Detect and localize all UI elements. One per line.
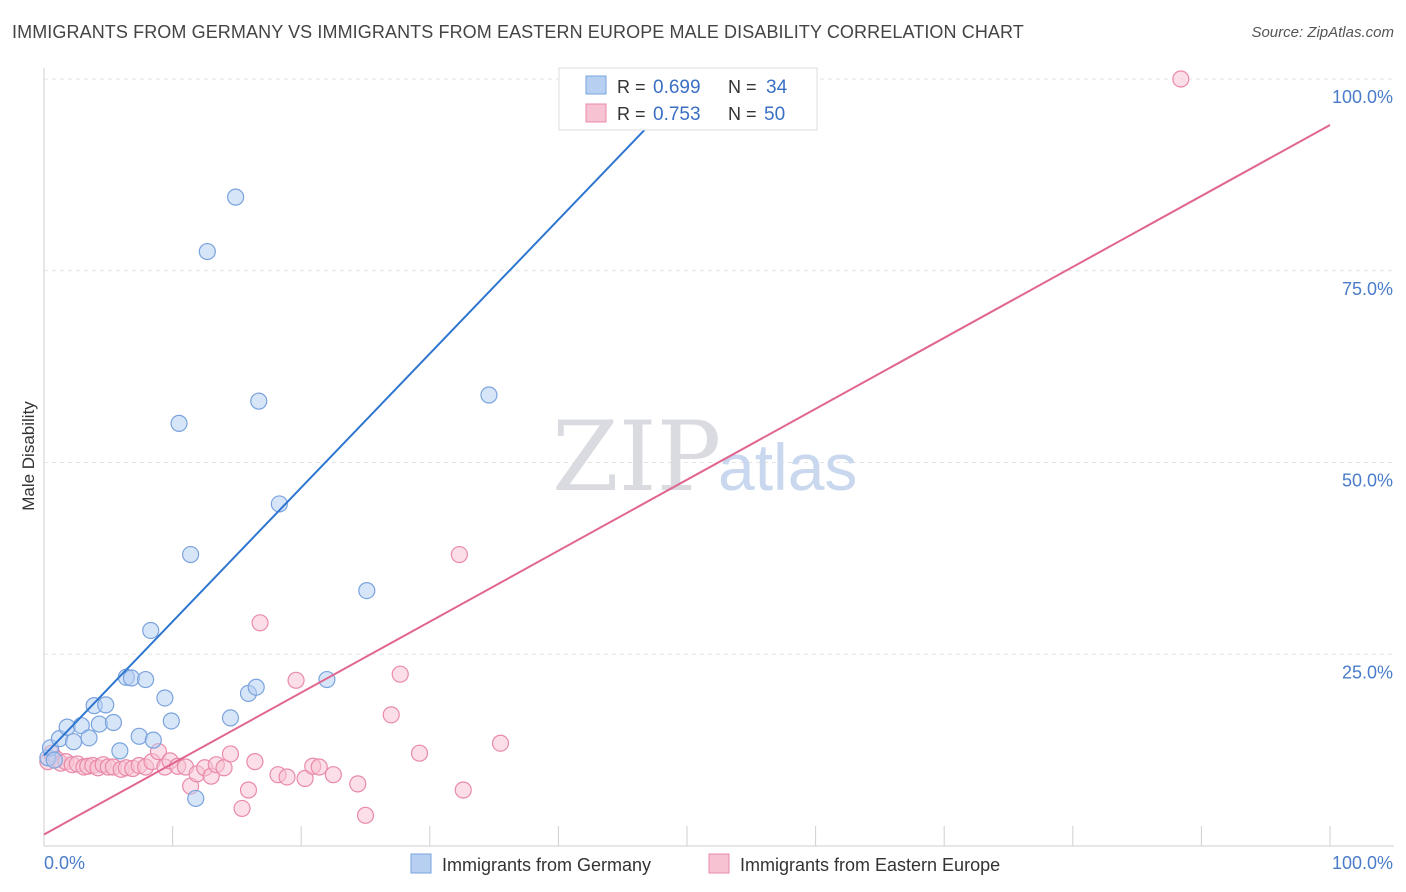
legend-eastern-europe-label: Immigrants from Eastern Europe xyxy=(740,855,1000,875)
eastern-europe-point xyxy=(410,744,429,762)
germany-point xyxy=(142,621,160,640)
germany-point xyxy=(156,689,174,707)
eastern-europe-point xyxy=(310,758,328,776)
eastern-europe-point xyxy=(1172,70,1190,88)
germany-point xyxy=(198,242,216,261)
eastern-europe-n-value: 50 xyxy=(764,104,785,125)
germany-point xyxy=(80,729,98,747)
legend-germany-label: Immigrants from Germany xyxy=(442,855,651,875)
eastern-europe-swatch xyxy=(585,103,607,123)
germany-point xyxy=(64,733,83,751)
germany-point xyxy=(247,678,265,696)
eastern-europe-point xyxy=(491,734,510,752)
germany-point xyxy=(122,669,141,687)
y-tick-labels: 25.0% 50.0% 75.0% 100.0% xyxy=(1332,87,1393,682)
germany-point xyxy=(318,670,336,689)
germany-point xyxy=(162,712,180,730)
eastern-europe-point xyxy=(391,665,409,683)
germany-point xyxy=(182,545,200,564)
eastern-europe-point xyxy=(239,781,258,799)
germany-point xyxy=(170,414,188,432)
series-germany-points xyxy=(39,188,498,808)
legend-germany-swatch xyxy=(410,853,432,874)
eastern-europe-point xyxy=(221,745,240,763)
germany-r-label: R = xyxy=(617,77,646,97)
stats-legend: R = 0.699 N = 34 R = 0.753 N = 50 xyxy=(558,67,818,131)
germany-point xyxy=(45,751,63,769)
germany-point xyxy=(221,709,240,727)
eastern-europe-point xyxy=(215,759,233,777)
germany-point xyxy=(187,789,205,808)
eastern-europe-n-label: N = xyxy=(728,104,757,124)
series-legend: Immigrants from Germany Immigrants from … xyxy=(410,853,1000,875)
y-tick-label: 100.0% xyxy=(1332,87,1393,107)
eastern-europe-point xyxy=(382,706,400,724)
y-tick-label: 50.0% xyxy=(1342,471,1393,491)
y-tick-label: 25.0% xyxy=(1342,662,1393,682)
source-credit: Source: ZipAtlas.com xyxy=(1251,24,1394,41)
eastern-europe-point xyxy=(450,545,468,564)
eastern-europe-point xyxy=(324,766,342,784)
legend-eastern-europe-swatch xyxy=(708,853,730,874)
germany-point xyxy=(358,581,376,600)
x-tick-marks xyxy=(172,826,1331,846)
germany-n-value: 34 xyxy=(766,77,788,98)
germany-n-label: N = xyxy=(728,77,757,97)
eastern-europe-point xyxy=(287,671,305,689)
eastern-europe-point xyxy=(349,775,367,793)
germany-point xyxy=(250,392,268,410)
germany-point xyxy=(227,188,245,206)
germany-swatch xyxy=(585,75,607,95)
watermark-atlas: atlas xyxy=(718,430,857,504)
eastern-europe-trend-line xyxy=(43,124,1331,836)
eastern-europe-point xyxy=(454,781,472,799)
eastern-europe-point xyxy=(251,614,269,632)
germany-trend-line xyxy=(43,78,695,757)
watermark-zip: ZIP xyxy=(552,401,721,513)
eastern-europe-point xyxy=(246,753,264,771)
gridlines xyxy=(44,78,1394,655)
germany-point xyxy=(90,715,108,733)
x-tick-label-min: 0.0% xyxy=(44,853,85,873)
germany-point xyxy=(130,727,148,745)
germany-point xyxy=(111,742,129,760)
eastern-europe-r-label: R = xyxy=(617,104,646,124)
y-axis-title: Male Disability xyxy=(19,401,38,511)
germany-point xyxy=(104,713,123,732)
eastern-europe-point xyxy=(296,769,314,788)
y-tick-label: 75.0% xyxy=(1342,279,1393,299)
eastern-europe-point xyxy=(356,806,375,824)
eastern-europe-point xyxy=(233,799,251,818)
x-tick-label-max: 100.0% xyxy=(1332,853,1393,873)
germany-point xyxy=(480,386,498,404)
eastern-europe-r-value: 0.753 xyxy=(653,104,701,125)
germany-point xyxy=(270,495,288,513)
germany-point xyxy=(136,670,155,689)
chart-title: IMMIGRANTS FROM GERMANY VS IMMIGRANTS FR… xyxy=(12,22,1024,42)
germany-r-value: 0.699 xyxy=(653,77,701,98)
eastern-europe-point xyxy=(278,768,296,786)
germany-point xyxy=(144,731,162,749)
germany-point xyxy=(97,696,115,714)
